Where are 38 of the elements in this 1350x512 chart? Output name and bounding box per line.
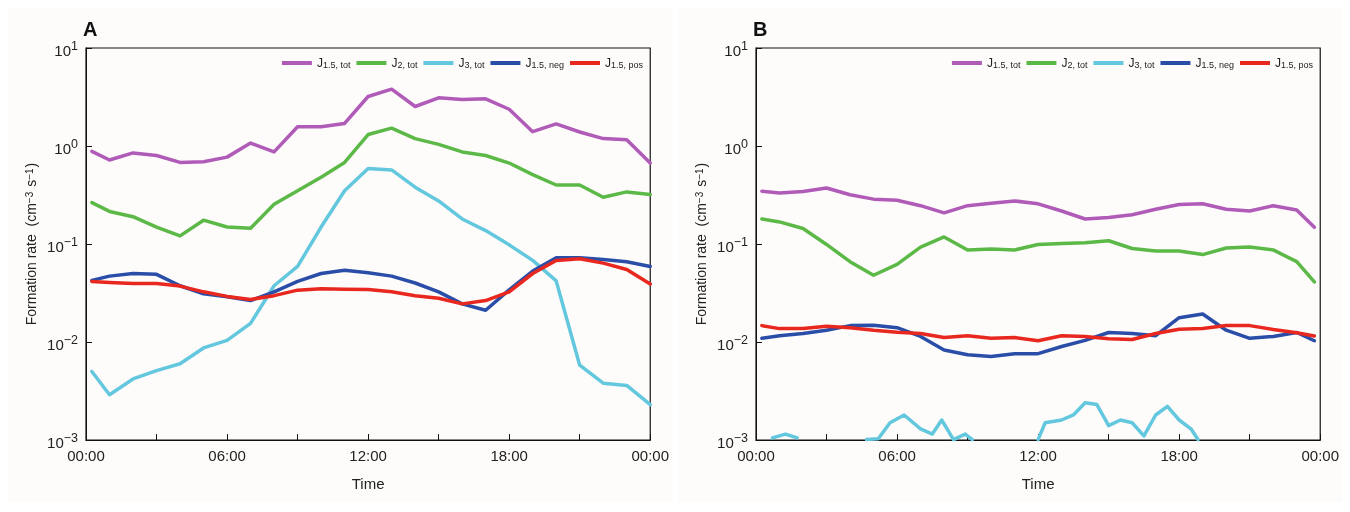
line-series	[90, 126, 652, 238]
legend-label: J2, tot	[1061, 56, 1088, 70]
x-tick-label: 00:00	[631, 447, 670, 464]
legend-label: J1.5, neg	[525, 56, 564, 70]
legend-label: J3, tot	[458, 56, 485, 70]
y-axis-title: Formation rate (cm−3 s−1)	[23, 162, 39, 326]
y-tick-label: 10$^{−2}$	[717, 331, 748, 353]
y-tick-label: 10$^{0}$	[54, 135, 78, 157]
x-tick-label: 12:00	[1019, 447, 1057, 464]
chart-title: B	[753, 18, 768, 40]
line-series	[90, 87, 652, 165]
line-series	[760, 217, 1317, 284]
line-series	[90, 166, 652, 407]
chart-title: A	[83, 18, 98, 40]
legend-label: J1.5, pos	[604, 56, 644, 70]
x-tick-label: 06:00	[878, 447, 916, 464]
y-axis-title: Formation rate (cm−3 s−1)	[693, 162, 709, 326]
y-tick-label: 10$^{−2}$	[47, 331, 78, 353]
line-series	[760, 323, 1317, 343]
legend-label: J1.5, neg	[1195, 56, 1234, 70]
y-tick-label: 10$^{−1}$	[47, 233, 78, 255]
y-tick-label: 10$^{1}$	[54, 37, 78, 59]
x-tick-label: 06:00	[208, 447, 246, 464]
legend-label: J1.5, pos	[1274, 56, 1314, 70]
legend-label: J2, tot	[391, 56, 418, 70]
y-tick-label: 10$^{0}$	[724, 135, 748, 157]
x-tick-label: 18:00	[490, 447, 528, 464]
x-tick-label: 18:00	[1160, 447, 1198, 464]
x-tick-label: 00:00	[1301, 447, 1340, 464]
x-tick-label: 12:00	[349, 447, 387, 464]
legend-label: J1.5, tot	[986, 56, 1021, 70]
x-axis-title: Time	[351, 475, 385, 492]
line-series	[760, 186, 1317, 230]
y-tick-label: 10$^{−1}$	[717, 233, 748, 255]
x-axis-title: Time	[1021, 475, 1055, 492]
legend-label: J3, tot	[1128, 56, 1155, 70]
legend-label: J1.5, tot	[316, 56, 351, 70]
y-tick-label: 10$^{1}$	[724, 37, 748, 59]
